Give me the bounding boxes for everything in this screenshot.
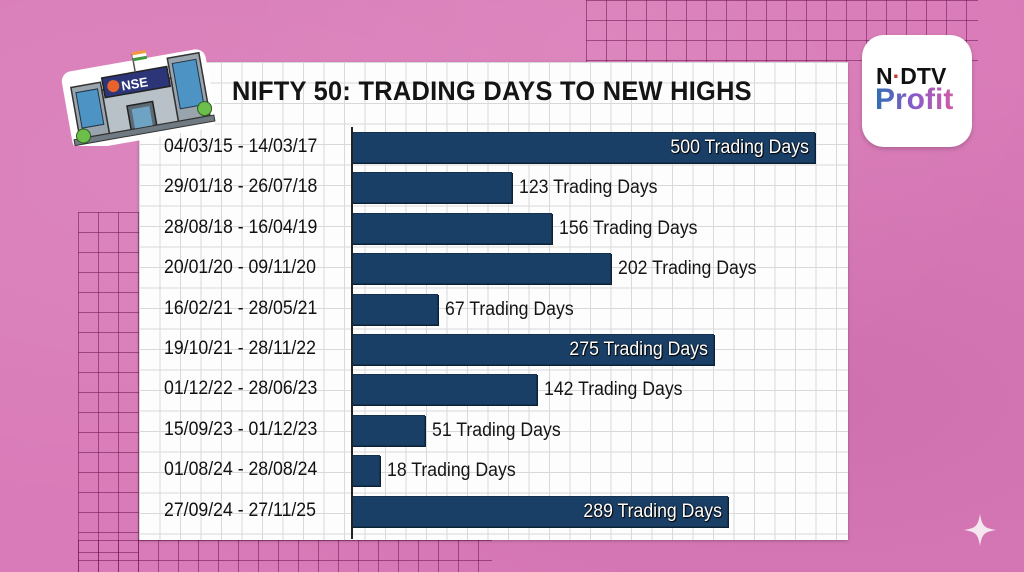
- category-label: 20/01/20 - 09/11/20: [164, 257, 316, 278]
- category-label: 16/02/21 - 28/05/21: [164, 298, 318, 319]
- bar-value-label: 275 Trading Days: [569, 339, 708, 360]
- bar: [352, 253, 611, 284]
- category-label: 01/08/24 - 28/08/24: [164, 459, 318, 480]
- bar-value-label: 500 Trading Days: [670, 137, 809, 158]
- bar-value-label: 67 Trading Days: [445, 299, 574, 320]
- category-label: 01/12/22 - 28/06/23: [164, 378, 318, 399]
- svg-text:NSE: NSE: [120, 74, 149, 93]
- ndtv-profit-logo: N·DTV Profit: [862, 35, 972, 147]
- bar-value-label: 18 Trading Days: [387, 460, 516, 481]
- bar-value-label: 123 Trading Days: [519, 177, 658, 198]
- category-label: 04/03/15 - 14/03/17: [164, 136, 318, 157]
- bar-value-label: 51 Trading Days: [432, 420, 561, 441]
- bar: [352, 415, 425, 446]
- category-label: 15/09/23 - 01/12/23: [164, 419, 318, 440]
- chart-title: NIFTY 50: TRADING DAYS TO NEW HIGHS: [232, 76, 752, 106]
- logo-ndtv-text: N·DTV: [876, 63, 947, 89]
- bar: [352, 132, 815, 163]
- decorative-grid-bottom: [78, 540, 492, 572]
- bar: [352, 334, 714, 365]
- bar-value-label: 156 Trading Days: [559, 218, 698, 239]
- category-label: 28/08/18 - 16/04/19: [164, 217, 318, 238]
- bar: [352, 455, 380, 486]
- sparkle-icon: [964, 514, 996, 546]
- bar: [352, 213, 552, 244]
- category-label: 19/10/21 - 28/11/22: [164, 338, 316, 359]
- logo-profit-text: Profit: [875, 83, 954, 116]
- category-label: 29/01/18 - 26/07/18: [164, 176, 318, 197]
- bar: [352, 294, 438, 325]
- bar: [352, 496, 728, 527]
- y-axis-line: [351, 127, 353, 539]
- category-label: 27/09/24 - 27/11/25: [164, 500, 316, 521]
- bar-value-label: 289 Trading Days: [583, 501, 722, 522]
- nse-building-icon: NSE: [61, 49, 216, 146]
- bar-value-label: 142 Trading Days: [544, 379, 683, 400]
- bar: [352, 172, 512, 203]
- bar: [352, 374, 537, 405]
- bar-value-label: 202 Trading Days: [618, 258, 757, 279]
- decorative-grid-left: [78, 212, 139, 572]
